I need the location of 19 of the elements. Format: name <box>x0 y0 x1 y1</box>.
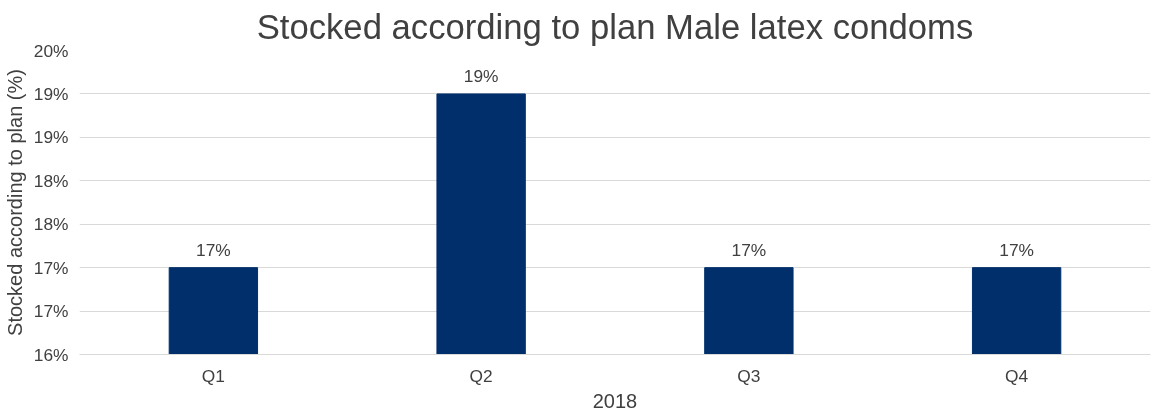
x-tick-label: Q2 <box>469 365 493 386</box>
y-tick-label: 19% <box>33 83 69 104</box>
y-tick-label: 16% <box>33 344 69 365</box>
y-tick-label: 17% <box>33 301 69 322</box>
y-tick-label: 17% <box>33 257 69 278</box>
y-axis-title: Stocked according to plan (%) <box>3 69 26 336</box>
text: 17% <box>999 239 1034 260</box>
x-axis-title: 2018 <box>592 389 638 410</box>
y-tick-label: 20% <box>33 40 69 61</box>
y-tick-label: 18% <box>33 214 69 235</box>
y-tick-label: 19% <box>33 127 69 148</box>
y-tick-label: 18% <box>33 170 69 191</box>
x-tick-label: Q1 <box>201 365 225 386</box>
text: 17% <box>731 239 767 260</box>
text: 17% <box>196 239 231 260</box>
text: 19% <box>463 65 499 86</box>
chart-title: Stocked according to plan Male latex condoms <box>256 7 974 46</box>
x-tick-label: Q3 <box>737 365 761 386</box>
x-tick-label: Q4 <box>1005 365 1029 386</box>
